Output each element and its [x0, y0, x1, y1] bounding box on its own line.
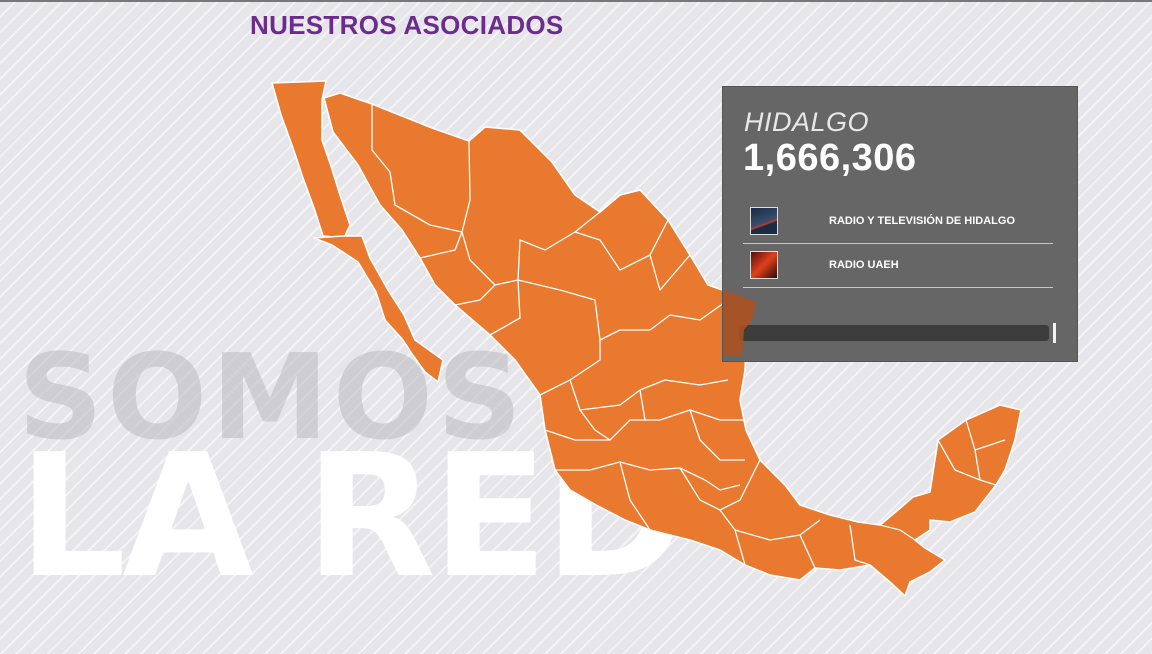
- associate-name: RADIO Y TELEVISIÓN DE HIDALGO: [829, 215, 1016, 227]
- radio-uaeh-logo-icon: [750, 251, 778, 279]
- associate-item[interactable]: RADIO UAEH: [743, 246, 1053, 288]
- state-baja-california[interactable]: [271, 80, 351, 239]
- mexico-map-svg: [271, 80, 1022, 597]
- top-border: [0, 0, 1152, 2]
- scrollbar-track[interactable]: [739, 325, 1049, 341]
- state-baja-california-sur[interactable]: [313, 235, 444, 383]
- associate-item[interactable]: RADIO Y TELEVISIÓN DE HIDALGO: [743, 202, 1053, 244]
- highlighted-state-overlay: [724, 290, 756, 356]
- rtv-hidalgo-logo-icon: [750, 207, 778, 235]
- scrollbar-thumb[interactable]: [1053, 323, 1056, 343]
- mexico-map[interactable]: [250, 70, 1040, 620]
- info-panel: HIDALGO 1,666,306 RADIO Y TELEVISIÓN DE …: [722, 86, 1078, 362]
- state-count: 1,666,306: [743, 137, 917, 179]
- page-title: NUESTROS ASOCIADOS: [250, 10, 564, 40]
- associate-name: RADIO UAEH: [829, 259, 899, 271]
- state-name: HIDALGO: [744, 107, 870, 137]
